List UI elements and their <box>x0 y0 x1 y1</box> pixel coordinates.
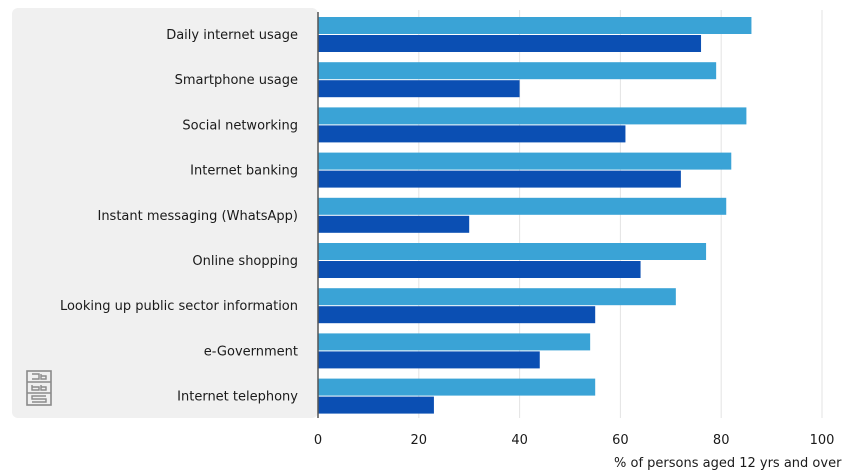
bar-series-1 <box>318 288 676 306</box>
x-axis-title: % of persons aged 12 yrs and over <box>614 456 842 470</box>
category-label: Internet banking <box>190 164 298 179</box>
label-panel <box>12 8 318 418</box>
category-label: Looking up public sector information <box>60 299 298 314</box>
bar-series-1 <box>318 333 591 351</box>
x-tick-label: 80 <box>713 433 730 448</box>
x-tick-label: 100 <box>810 433 835 448</box>
bar-series-2 <box>318 351 540 369</box>
bar-series-1 <box>318 197 727 215</box>
bar-series-1 <box>318 243 707 260</box>
bar-series-1 <box>318 378 596 396</box>
x-tick-label: 0 <box>314 433 322 448</box>
bar-series-2 <box>318 396 434 414</box>
x-tick-label: 40 <box>511 433 528 448</box>
bar-series-2 <box>318 125 626 143</box>
category-label: Internet telephony <box>177 390 298 405</box>
bar-series-2 <box>318 80 520 98</box>
category-label: e-Government <box>204 344 298 359</box>
x-tick-label: 60 <box>612 433 629 448</box>
bar-series-2 <box>318 35 702 52</box>
bars <box>318 17 752 414</box>
cbs-logo <box>26 370 52 406</box>
bar-series-2 <box>318 261 641 278</box>
bar-series-2 <box>318 306 596 324</box>
category-label: Online shopping <box>192 254 298 269</box>
x-tick-labels: 0 20 40 60 80 100 <box>314 433 835 448</box>
bar-series-2 <box>318 170 681 188</box>
category-labels: Daily internet usage Smartphone usage Soci… <box>60 28 298 405</box>
category-label: Social networking <box>182 118 298 133</box>
bar-series-1 <box>318 17 752 34</box>
bar-series-2 <box>318 215 470 233</box>
x-tick-label: 20 <box>411 433 428 448</box>
bar-series-1 <box>318 152 732 170</box>
bar-series-1 <box>318 62 717 80</box>
category-label: Instant messaging (WhatsApp) <box>97 209 298 224</box>
category-label: Smartphone usage <box>175 73 298 88</box>
bar-series-1 <box>318 107 747 125</box>
category-label: Daily internet usage <box>166 28 298 43</box>
